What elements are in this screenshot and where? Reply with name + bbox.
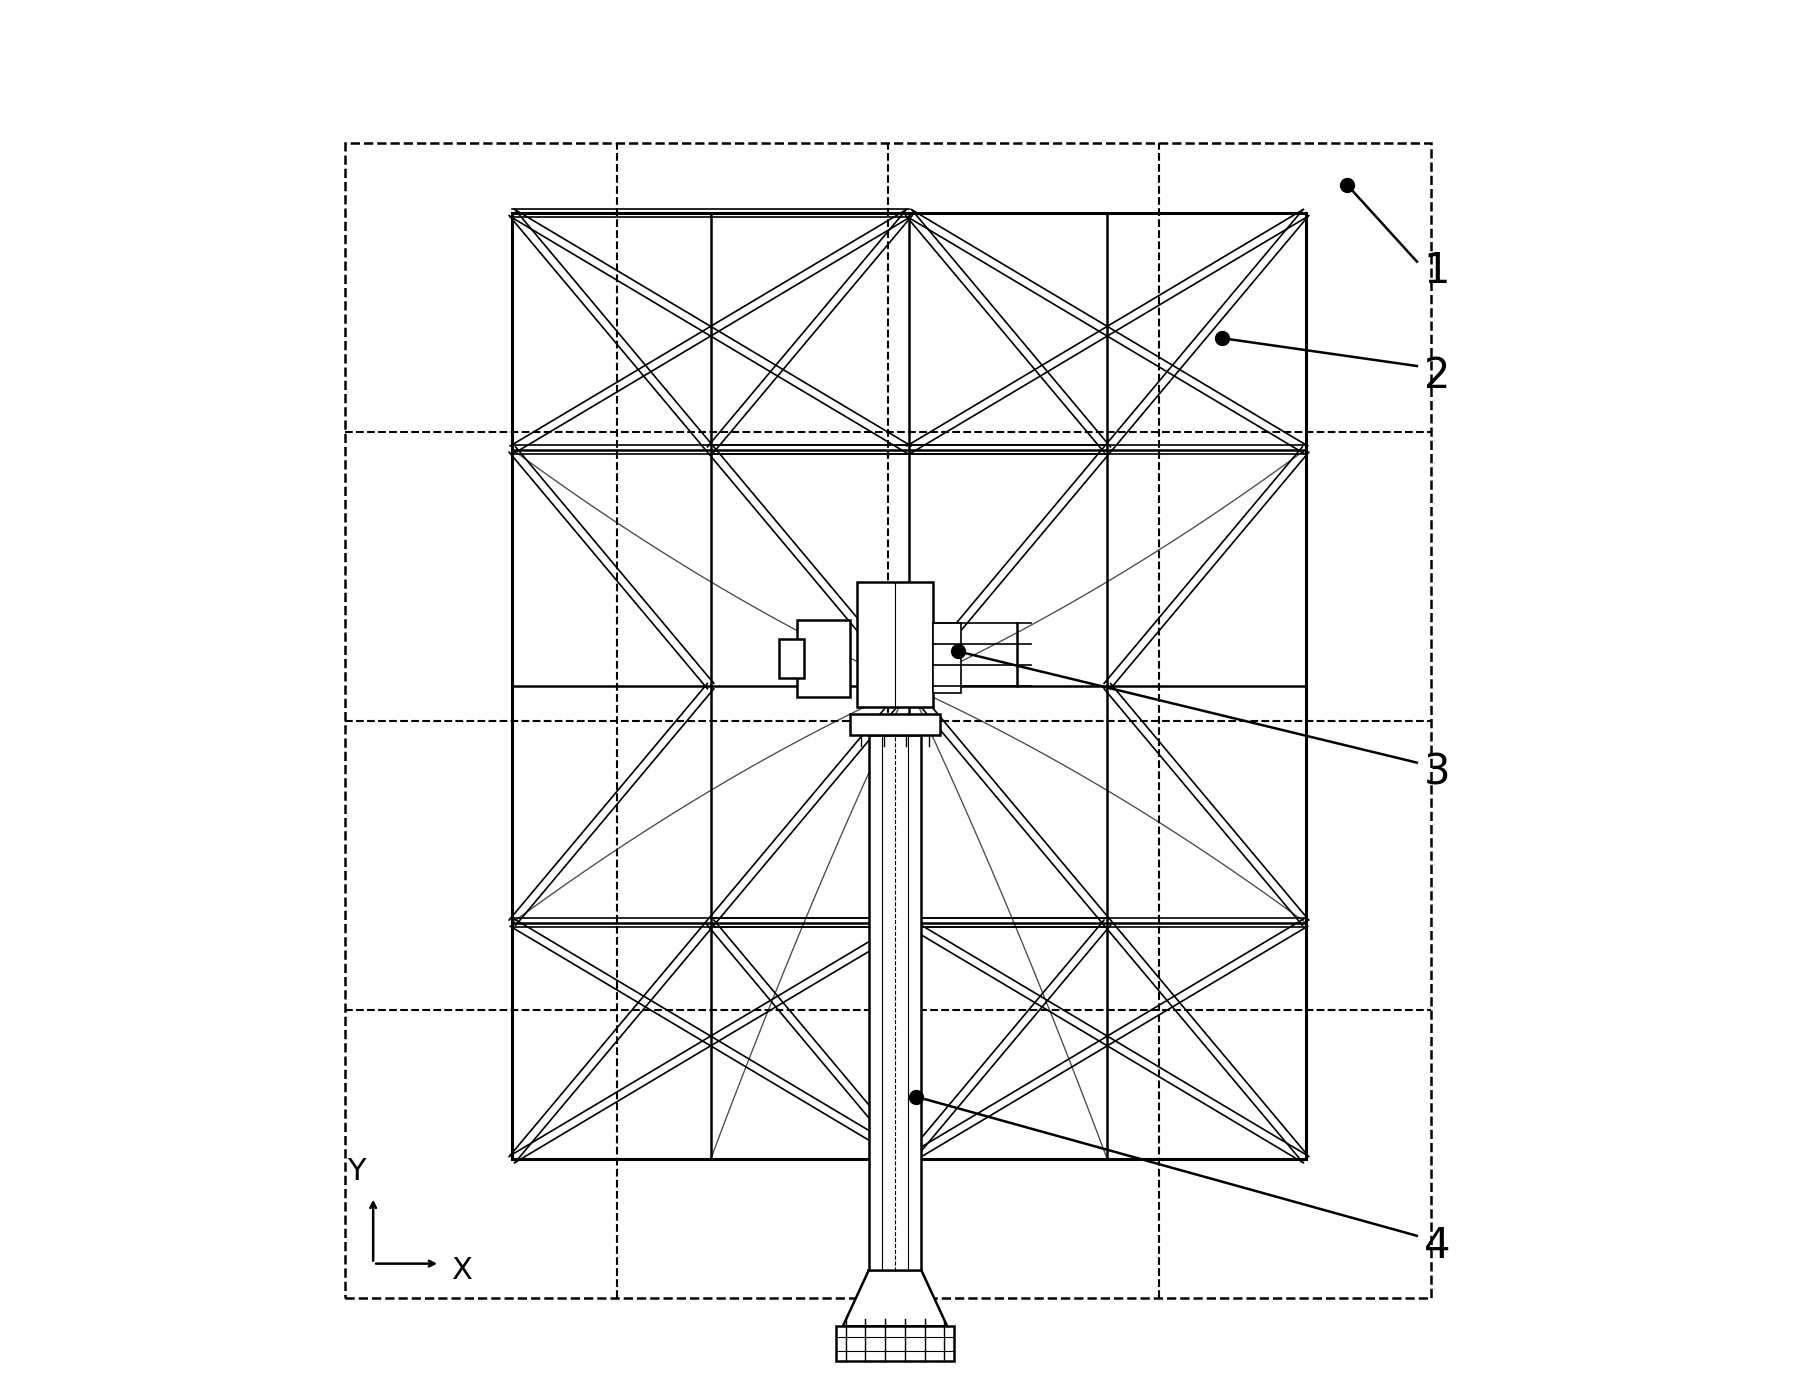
Bar bbox=[933, 623, 962, 693]
Bar bbox=[779, 638, 805, 678]
Bar bbox=[797, 620, 850, 697]
Text: Y: Y bbox=[346, 1156, 366, 1186]
Bar bbox=[850, 714, 940, 735]
Text: 3: 3 bbox=[1423, 752, 1450, 794]
Point bbox=[1207, 328, 1236, 350]
Text: X: X bbox=[451, 1256, 473, 1285]
Bar bbox=[345, 143, 1431, 1298]
Point bbox=[1333, 174, 1362, 196]
Text: 1: 1 bbox=[1423, 251, 1450, 293]
Text: 2: 2 bbox=[1423, 354, 1450, 396]
Bar bbox=[835, 1326, 954, 1361]
Polygon shape bbox=[842, 1271, 947, 1326]
Bar bbox=[857, 582, 933, 707]
Point bbox=[902, 1085, 931, 1107]
Text: 4: 4 bbox=[1423, 1225, 1450, 1267]
Bar bbox=[512, 213, 1306, 1159]
Bar bbox=[868, 735, 922, 1271]
Point bbox=[943, 640, 972, 662]
